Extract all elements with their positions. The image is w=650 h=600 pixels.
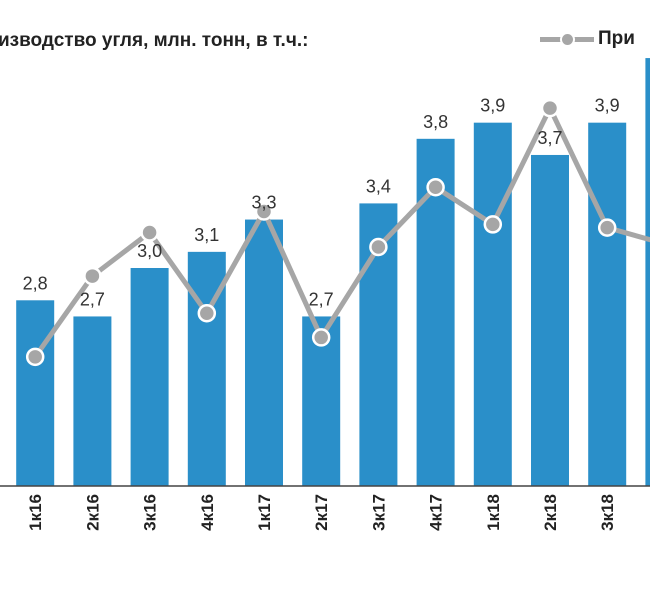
series-line: [33, 105, 650, 359]
line-point: [311, 328, 331, 347]
line-point: [197, 303, 217, 323]
line-point: [83, 266, 102, 286]
x-tick-label: 4к16: [198, 494, 217, 531]
data-label: 3,9: [480, 96, 505, 116]
x-tick-label: 3к17: [369, 494, 388, 531]
line-point: [369, 237, 388, 257]
chart-title: изводство угля, млн. тонн, в т.ч.:: [0, 30, 309, 51]
data-label: 2,8: [23, 273, 48, 293]
data-label: 2,7: [80, 289, 105, 309]
data-label: 3,9: [595, 96, 620, 116]
x-tick-label: 2к17: [312, 494, 331, 531]
x-tick-label: 1к16: [26, 494, 45, 531]
x-tick-label: 4к17: [427, 494, 446, 531]
line-point: [254, 202, 274, 221]
x-tick-label: 3к16: [141, 494, 160, 531]
line-point: [426, 178, 445, 197]
data-label: 2,7: [309, 289, 334, 309]
x-tick-label: 1к18: [484, 494, 503, 531]
legend-series-label: При: [598, 28, 635, 49]
line-point: [540, 98, 560, 118]
bar: [245, 219, 283, 487]
bar: [473, 122, 512, 487]
x-tick-label: 2к16: [83, 494, 102, 531]
line-point: [483, 215, 503, 234]
bar: [588, 122, 627, 487]
data-label: 3,3: [251, 193, 276, 213]
data-label: 3,4: [366, 176, 391, 196]
data-label: 3,8: [423, 112, 448, 132]
bar: [130, 268, 169, 486]
legend-line-marker-icon: [540, 29, 594, 49]
bar: [645, 58, 650, 487]
bar: [16, 300, 55, 486]
data-label: 3,0: [137, 241, 162, 261]
data-label: 3,7: [537, 128, 562, 148]
x-tick-label: 3к18: [598, 494, 617, 531]
line-point: [25, 347, 45, 367]
data-label: 3,1: [194, 225, 219, 245]
bar: [531, 154, 569, 487]
bar: [73, 316, 112, 486]
line-point: [140, 223, 159, 242]
legend-line-series: При: [540, 28, 635, 50]
x-tick-label: 1к17: [255, 494, 274, 531]
line-point: [597, 218, 617, 237]
x-tick-label: 2к18: [541, 494, 560, 531]
